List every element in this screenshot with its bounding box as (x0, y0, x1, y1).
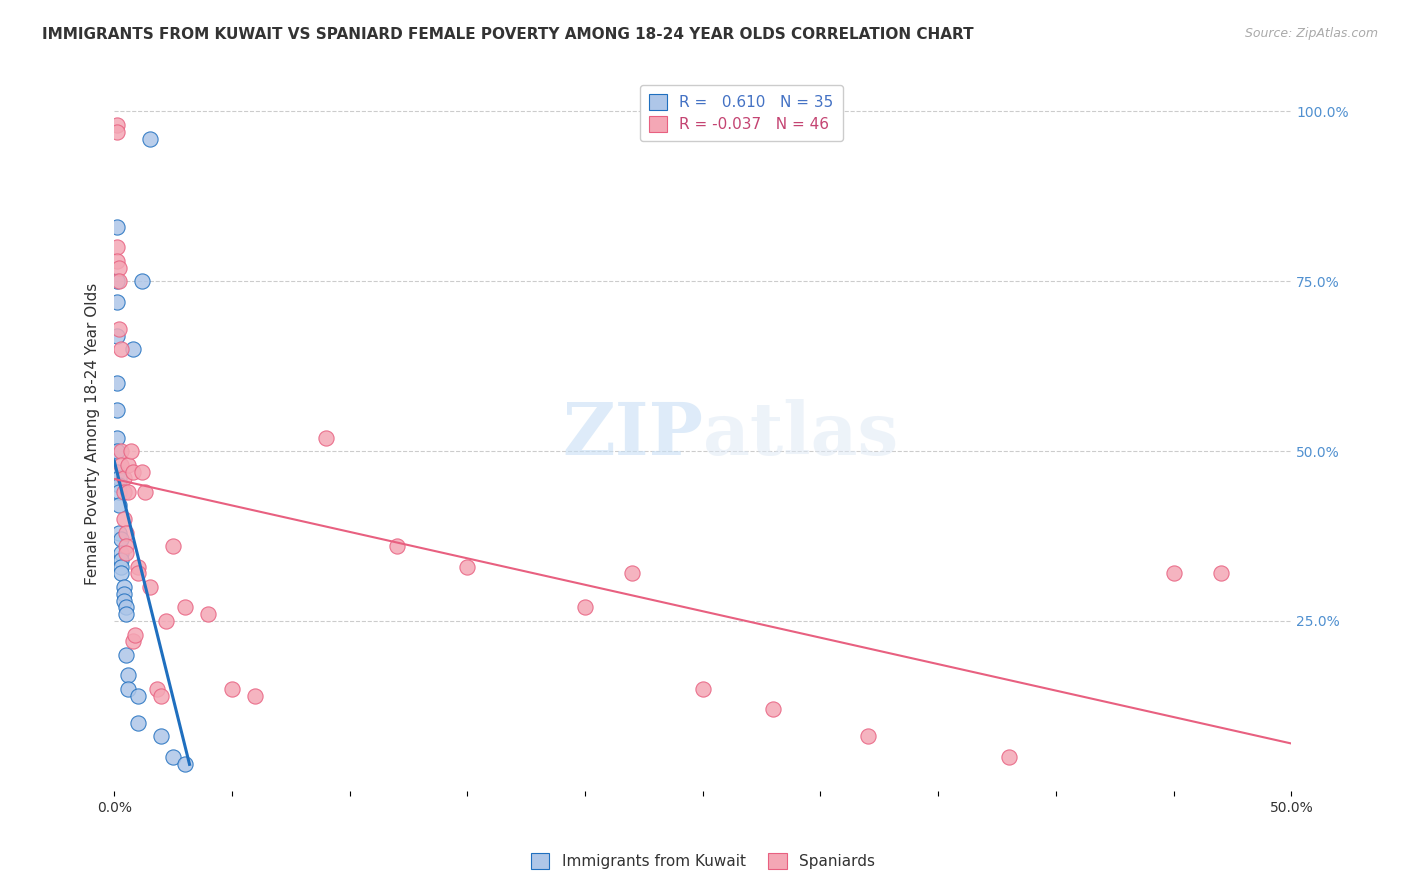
Point (131, 465, 153, 479)
Y-axis label: Female Poverty Among 18-24 Year Olds: Female Poverty Among 18-24 Year Olds (86, 283, 100, 585)
Point (131, 274, 153, 288)
Point (115, 607, 138, 622)
Point (245, 689, 267, 703)
Point (105, 118, 128, 132)
Point (120, 444, 142, 458)
Point (127, 559, 149, 574)
Point (110, 559, 132, 574)
Point (105, 403, 128, 417)
Point (856, 730, 879, 744)
Point (221, 681, 243, 696)
Point (762, 702, 785, 716)
Point (115, 546, 138, 560)
Point (108, 471, 131, 485)
Text: ZIP: ZIP (562, 399, 703, 470)
Point (112, 512, 135, 526)
Point (105, 125, 128, 139)
Point (110, 458, 132, 472)
Point (117, 484, 139, 499)
Point (108, 322, 131, 336)
Point (110, 546, 132, 560)
Point (385, 539, 408, 553)
Point (574, 600, 596, 615)
Point (115, 525, 138, 540)
Point (105, 328, 128, 343)
Point (105, 465, 128, 479)
Point (134, 484, 156, 499)
Point (138, 580, 160, 594)
Point (110, 444, 132, 458)
Point (998, 750, 1021, 764)
Text: atlas: atlas (703, 399, 898, 470)
Point (110, 553, 132, 567)
Point (692, 681, 714, 696)
Legend: Immigrants from Kuwait, Spaniards: Immigrants from Kuwait, Spaniards (524, 847, 882, 875)
Point (173, 756, 195, 771)
Point (197, 607, 219, 622)
Point (105, 294, 128, 309)
Point (117, 668, 139, 682)
Point (1163, 566, 1185, 581)
Point (117, 681, 139, 696)
Point (105, 240, 128, 254)
Point (110, 566, 132, 581)
Point (105, 431, 128, 445)
Point (173, 600, 195, 615)
Point (108, 499, 131, 513)
Point (162, 750, 184, 764)
Point (110, 342, 132, 356)
Point (105, 444, 128, 458)
Point (162, 539, 184, 553)
Point (127, 689, 149, 703)
Point (127, 566, 149, 581)
Point (124, 627, 146, 641)
Point (112, 593, 135, 607)
Point (145, 681, 167, 696)
Point (150, 730, 173, 744)
Point (105, 253, 128, 268)
Point (112, 587, 135, 601)
Point (105, 219, 128, 234)
Text: Source: ZipAtlas.com: Source: ZipAtlas.com (1244, 27, 1378, 40)
Point (1209, 566, 1232, 581)
Point (112, 471, 135, 485)
Point (108, 274, 131, 288)
Point (122, 342, 145, 356)
Point (112, 484, 135, 499)
Point (115, 600, 138, 615)
Point (112, 580, 135, 594)
Point (138, 131, 160, 145)
Point (110, 533, 132, 547)
Text: IMMIGRANTS FROM KUWAIT VS SPANIARD FEMALE POVERTY AMONG 18-24 YEAR OLDS CORRELAT: IMMIGRANTS FROM KUWAIT VS SPANIARD FEMAL… (42, 27, 974, 42)
Point (115, 539, 138, 553)
Point (105, 274, 128, 288)
Point (122, 465, 145, 479)
Point (117, 458, 139, 472)
Point (108, 525, 131, 540)
Point (122, 634, 145, 648)
Point (108, 484, 131, 499)
Point (108, 478, 131, 492)
Legend: R =   0.610   N = 35, R = -0.037   N = 46: R = 0.610 N = 35, R = -0.037 N = 46 (640, 85, 844, 142)
Point (108, 260, 131, 275)
Point (127, 715, 149, 730)
Point (621, 566, 644, 581)
Point (115, 648, 138, 662)
Point (456, 559, 478, 574)
Point (155, 614, 177, 628)
Point (150, 689, 173, 703)
Point (105, 376, 128, 391)
Point (315, 431, 337, 445)
